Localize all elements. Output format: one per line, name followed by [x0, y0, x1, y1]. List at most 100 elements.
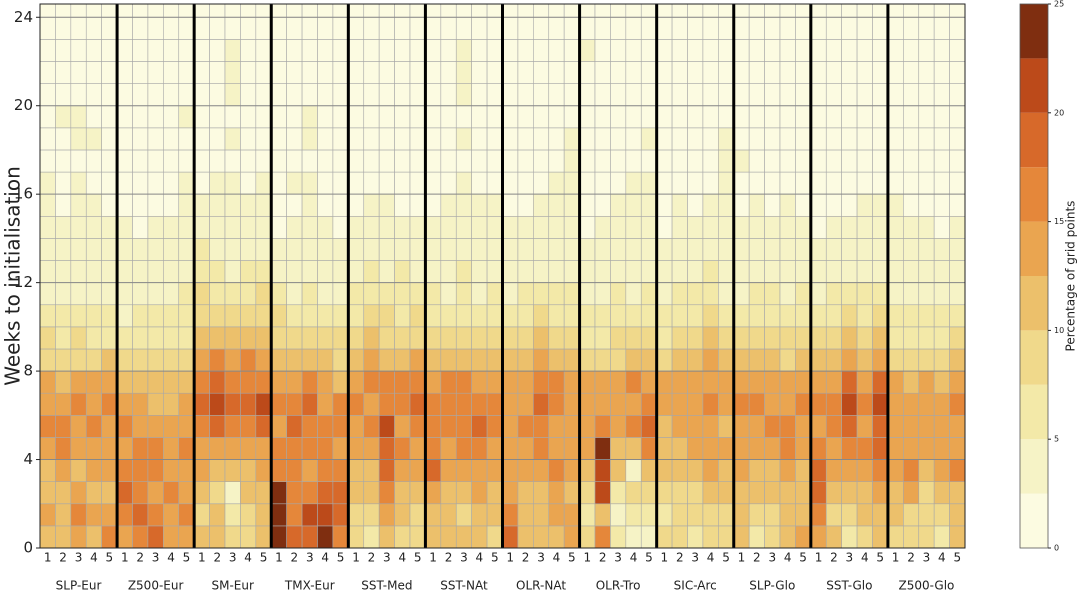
heatmap-cell	[502, 171, 519, 195]
heatmap-cell	[594, 16, 611, 40]
heatmap-cell	[687, 260, 704, 283]
heatmap-cell	[579, 481, 596, 505]
heatmap-cell	[471, 39, 488, 62]
plot-frame	[39, 3, 966, 549]
heatmap-cell	[795, 503, 812, 527]
heatmap-cell	[378, 304, 395, 328]
heatmap-cell	[887, 459, 904, 482]
heatmap-cell	[425, 459, 442, 482]
x-tick-label: 3	[383, 551, 391, 565]
x-tick-label: 3	[75, 551, 83, 565]
heatmap-cell	[224, 304, 241, 328]
heatmap-cell	[471, 238, 488, 261]
heatmap-cell	[625, 171, 642, 195]
heatmap-cell	[178, 238, 195, 261]
heatmap-cell	[733, 171, 750, 195]
heatmap-cell	[440, 3, 457, 18]
heatmap-cell	[409, 105, 426, 129]
heatmap-cell	[394, 392, 411, 416]
heatmap-cell	[471, 525, 488, 549]
heatmap-cell	[733, 149, 750, 173]
heatmap-cell	[733, 127, 750, 151]
heatmap-cell	[548, 304, 565, 328]
heatmap-cell	[132, 525, 149, 549]
heatmap-cell	[563, 481, 580, 505]
heatmap-cell	[579, 370, 596, 394]
heatmap-cell	[625, 459, 642, 482]
heatmap-cell	[363, 61, 380, 84]
heatmap-cell	[301, 105, 318, 129]
heatmap-cell	[209, 481, 226, 505]
heatmap-cell	[887, 193, 904, 217]
heatmap-cell	[255, 459, 272, 482]
heatmap-cell	[471, 503, 488, 527]
heatmap-cell	[903, 238, 920, 261]
heatmap-cell	[548, 39, 565, 62]
heatmap-cell	[856, 105, 873, 129]
heatmap-cell	[625, 326, 642, 350]
heatmap-cell	[332, 481, 349, 505]
heatmap-cell	[209, 415, 226, 438]
heatmap-cell	[579, 503, 596, 527]
heatmap-cell	[718, 83, 735, 107]
heatmap-cell	[163, 525, 180, 549]
heatmap-cell	[286, 215, 303, 239]
heatmap-cell	[517, 127, 534, 151]
heatmap-cell	[903, 3, 920, 18]
heatmap-cell	[455, 525, 472, 549]
heatmap-cell	[255, 171, 272, 195]
heatmap-cell	[378, 282, 395, 306]
heatmap-cell	[810, 503, 827, 527]
heatmap-cell	[178, 326, 195, 350]
group-label: OLR-NAt	[516, 579, 566, 593]
heatmap-cell	[132, 16, 149, 40]
heatmap-cell	[656, 238, 673, 261]
x-tick-label: 1	[44, 551, 52, 565]
x-tick-label: 4	[90, 551, 98, 565]
colorbar-segment	[1020, 167, 1048, 222]
heatmap-cell	[548, 282, 565, 306]
heatmap-cell	[872, 415, 889, 438]
heatmap-cell	[795, 348, 812, 372]
heatmap-cell	[85, 215, 102, 239]
x-tick-label: 5	[183, 551, 191, 565]
heatmap-cell	[101, 193, 118, 217]
heatmap-cell	[748, 481, 765, 505]
heatmap-cell	[363, 171, 380, 195]
heatmap-cell	[255, 193, 272, 217]
heatmap-cell	[409, 503, 426, 527]
heatmap-cell	[240, 348, 257, 372]
heatmap-cell	[856, 437, 873, 460]
heatmap-cell	[317, 3, 334, 18]
heatmap-cell	[440, 392, 457, 416]
heatmap-cell	[224, 348, 241, 372]
heatmap-cell	[640, 282, 657, 306]
heatmap-cell	[563, 149, 580, 173]
heatmap-cell	[579, 304, 596, 328]
heatmap-cell	[825, 481, 842, 505]
heatmap-cell	[656, 127, 673, 151]
heatmap-cell	[39, 392, 56, 416]
heatmap-cell	[163, 392, 180, 416]
heatmap-cell	[286, 61, 303, 84]
heatmap-cell	[85, 525, 102, 549]
heatmap-cell	[872, 459, 889, 482]
heatmap-cell	[132, 215, 149, 239]
heatmap-cell	[255, 260, 272, 283]
heatmap-cell	[779, 503, 796, 527]
heatmap-cell	[579, 215, 596, 239]
heatmap-cell	[455, 3, 472, 18]
heatmap-cell	[779, 105, 796, 129]
heatmap-cell	[533, 3, 550, 18]
heatmap-cell	[147, 348, 164, 372]
heatmap-cell	[825, 105, 842, 129]
heatmap-cell	[286, 459, 303, 482]
group-label: Z500-Glo	[899, 579, 955, 593]
heatmap-cell	[533, 459, 550, 482]
heatmap-cell	[378, 481, 395, 505]
heatmap-cell	[85, 282, 102, 306]
heatmap-cell	[132, 282, 149, 306]
heatmap-cell	[733, 215, 750, 239]
heatmap-cell	[409, 83, 426, 107]
